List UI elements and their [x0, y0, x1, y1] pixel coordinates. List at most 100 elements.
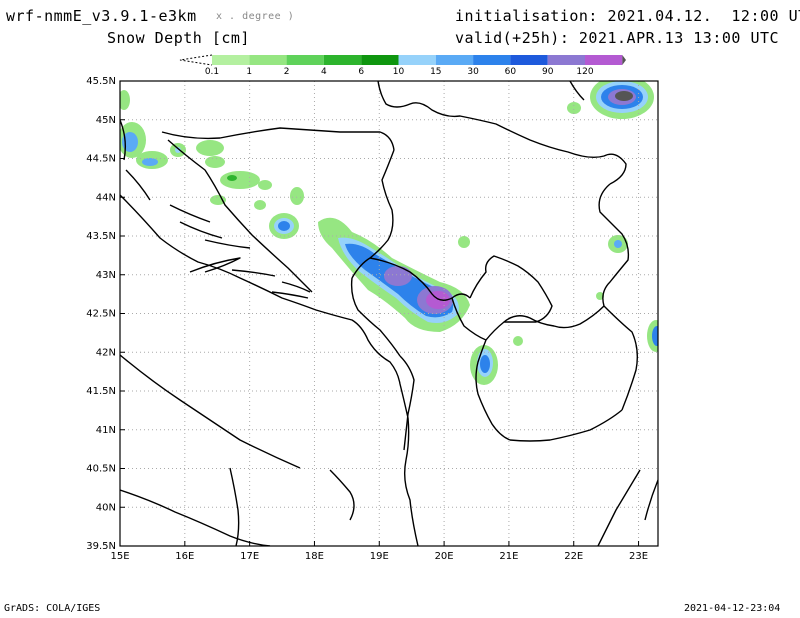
- lat-label: 42.5N: [86, 309, 116, 320]
- coastline: [329, 469, 355, 521]
- legend-upper-arrow: [622, 55, 626, 65]
- snow-patch: [258, 180, 272, 190]
- snow-patch: [196, 140, 224, 156]
- lat-label: 39.5N: [86, 541, 116, 552]
- lat-label: 42N: [96, 347, 116, 358]
- lat-label: 44N: [96, 192, 116, 203]
- border: [350, 277, 401, 357]
- border: [598, 183, 630, 307]
- border: [451, 297, 487, 341]
- legend-label: 4: [321, 67, 327, 77]
- legend-label: 1: [246, 67, 252, 77]
- legend-label: 30: [467, 67, 479, 77]
- island: [271, 291, 309, 299]
- projection-label: x . degree ): [216, 11, 295, 22]
- snow-patch: [614, 240, 622, 248]
- coastline: [120, 119, 151, 201]
- border: [475, 339, 511, 441]
- border: [509, 409, 623, 442]
- legend-label: 15: [430, 67, 441, 77]
- snow-patch: [254, 200, 266, 210]
- snow-patch: [290, 187, 304, 205]
- legend-swatch: [323, 55, 362, 65]
- lat-labels: 45.5N 45N 44.5N 44N 43.5N 43N 42.5N 42N 41.5N 41N…: [86, 76, 116, 552]
- snow-patch: [205, 156, 225, 168]
- legend-swatch: [435, 55, 474, 65]
- legend-swatch: [473, 55, 511, 65]
- snow-patch: [175, 147, 181, 153]
- border: [603, 305, 639, 411]
- legend-swatch: [361, 55, 399, 65]
- lat-label: 43.5N: [86, 231, 116, 242]
- snow-patch: [458, 236, 470, 248]
- legend-swatch: [249, 55, 287, 65]
- legend-label: 6: [358, 67, 364, 77]
- legend-swatch: [510, 55, 548, 65]
- island: [281, 281, 311, 293]
- snow-patch: [142, 158, 158, 166]
- coastline: [644, 479, 658, 521]
- lon-label: 21E: [499, 551, 518, 562]
- legend-swatch: [286, 55, 324, 65]
- border: [377, 81, 627, 185]
- snow-patch: [210, 195, 226, 205]
- lat-label: 44.5N: [86, 154, 116, 165]
- snow-patch: [384, 266, 412, 286]
- lat-lon-grid: [120, 81, 658, 546]
- snow-patch: [220, 171, 260, 189]
- coastline: [120, 489, 271, 546]
- border: [569, 81, 585, 101]
- init-time: initialisation: 2021.04.12. 12:00 UTC: [455, 7, 800, 25]
- color-legend: 0.1 1 2 4 6 10 15 30 60 90 120: [179, 54, 626, 77]
- lon-label: 18E: [305, 551, 324, 562]
- lon-label: 22E: [564, 551, 583, 562]
- valid-time: valid(+25h): 2021.APR.13 13:00 UTC: [455, 29, 780, 47]
- legend-label: 0.1: [205, 67, 219, 77]
- snow-patch: [596, 292, 604, 300]
- snow-patch: [480, 355, 490, 373]
- lon-label: 15E: [110, 551, 129, 562]
- field-title: Snow Depth [cm]: [107, 29, 250, 47]
- legend-label: 60: [505, 67, 517, 77]
- snow-patch: [513, 336, 523, 346]
- snow-patch: [652, 326, 658, 346]
- legend-label: 10: [393, 67, 405, 77]
- coastline: [120, 194, 419, 546]
- island: [179, 221, 223, 239]
- coastline: [120, 354, 301, 469]
- borders-coastlines: [120, 81, 658, 546]
- snow-patch: [426, 291, 450, 309]
- border: [503, 305, 605, 329]
- legend-lower-arrow: [179, 54, 213, 66]
- border: [399, 355, 415, 451]
- snow-patch: [278, 221, 290, 231]
- lat-label: 41N: [96, 425, 116, 436]
- snow-patch: [567, 102, 581, 114]
- lat-label: 45N: [96, 115, 116, 126]
- island: [189, 257, 241, 273]
- legend-label: 120: [576, 67, 593, 77]
- border: [469, 255, 553, 341]
- coastline: [597, 469, 641, 546]
- lat-label: 45.5N: [86, 76, 116, 87]
- snow-patch: [120, 90, 130, 110]
- lon-labels: 15E 16E 17E 18E 19E 20E 21E 22E 23E: [110, 551, 648, 562]
- legend-label: 2: [284, 67, 290, 77]
- lat-label: 43N: [96, 270, 116, 281]
- lon-label: 23E: [629, 551, 648, 562]
- lon-label: 17E: [240, 551, 259, 562]
- lat-label: 40.5N: [86, 464, 116, 475]
- footer-right: 2021-04-12-23:04: [684, 603, 781, 614]
- border: [369, 257, 471, 301]
- island: [231, 269, 276, 277]
- island: [169, 204, 211, 223]
- axis-ticks: [119, 80, 640, 547]
- lon-label: 16E: [175, 551, 194, 562]
- snow-patch: [615, 91, 633, 101]
- lon-label: 19E: [370, 551, 389, 562]
- border: [167, 139, 313, 293]
- legend-swatch: [585, 55, 623, 65]
- border: [351, 149, 395, 279]
- lat-label: 41.5N: [86, 386, 116, 397]
